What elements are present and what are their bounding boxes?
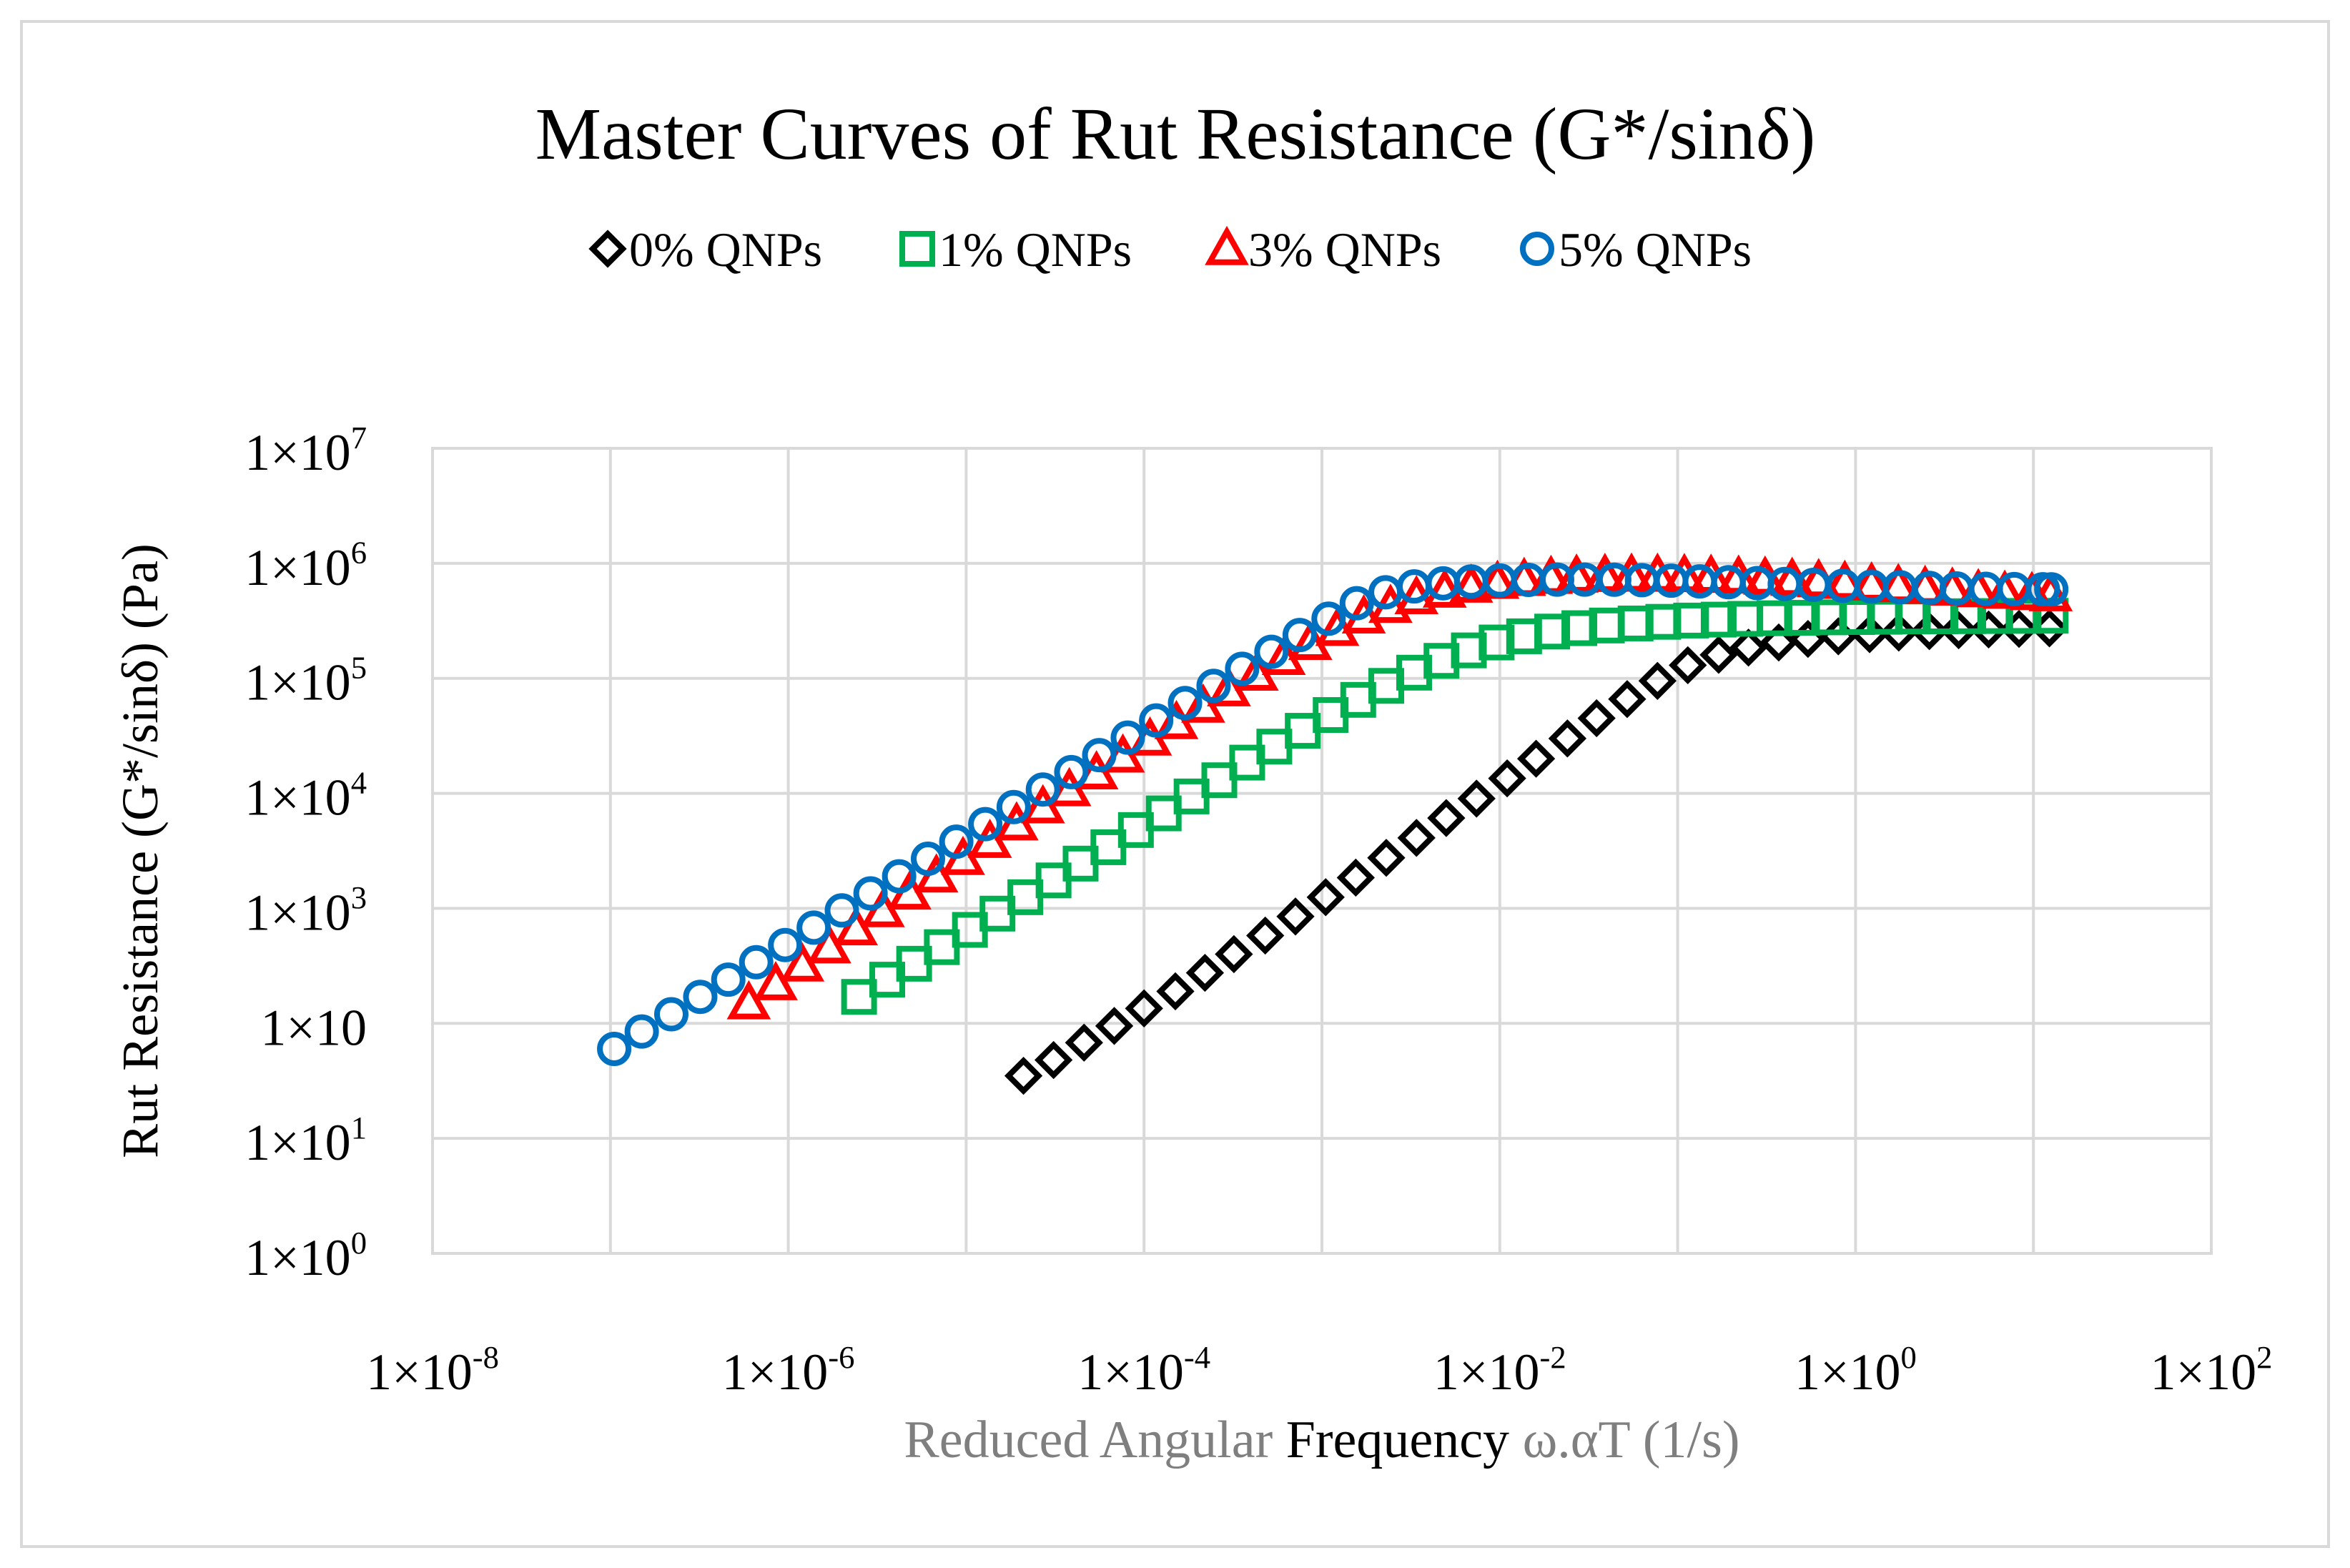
chart-title: Master Curves of Rut Resistance (G*/sinδ… <box>535 93 1816 175</box>
data-point <box>1448 563 1494 603</box>
data-point <box>1110 720 1145 755</box>
x-tick-label: 1×100 <box>1794 1339 1917 1401</box>
data-point <box>834 906 879 946</box>
data-point <box>1139 703 1174 738</box>
data-point <box>1577 699 1616 738</box>
x-tick-label: 1×10-8 <box>366 1339 499 1401</box>
y-tick-label: 1×106 <box>245 535 367 596</box>
data-point <box>1306 878 1345 917</box>
data-point <box>739 945 774 980</box>
data-point <box>1910 612 1949 651</box>
data-point <box>796 910 831 945</box>
y-tick-label: 1×104 <box>245 764 367 826</box>
data-point <box>1638 661 1677 700</box>
data-point <box>882 859 917 894</box>
data-point <box>1215 935 1253 974</box>
series-0 <box>1004 609 2069 1095</box>
data-point <box>1983 569 2027 609</box>
data-point <box>653 997 688 1032</box>
series-1 <box>841 598 2069 1015</box>
data-point <box>1125 989 1163 1027</box>
legend-label: 5% QNPs <box>1559 222 1752 277</box>
data-point <box>996 789 1031 824</box>
data-point <box>754 961 798 1000</box>
legend-marker <box>588 230 627 268</box>
data-point <box>1156 972 1195 1011</box>
data-point <box>597 1031 632 1066</box>
chart-frame: Master Curves of Rut Resistance (G*/sinδ… <box>20 20 2330 1548</box>
data-point <box>1880 613 1918 652</box>
data-point <box>711 962 746 997</box>
data-point <box>1065 1023 1103 1062</box>
data-point <box>1282 618 1317 653</box>
chart-svg: Master Curves of Rut Resistance (G*/sinδ… <box>112 93 2273 1469</box>
x-tick-label: 1×10-2 <box>1433 1339 1566 1401</box>
data-point <box>1054 754 1089 789</box>
legend-marker <box>1520 232 1554 266</box>
data-point <box>1699 636 1738 674</box>
data-point <box>1225 651 1260 686</box>
data-point <box>1516 739 1556 778</box>
data-point <box>1254 634 1289 669</box>
data-point <box>1939 611 1978 650</box>
y-tick-label: 1×10 <box>260 999 367 1056</box>
data-point <box>1367 839 1406 877</box>
data-point <box>1608 680 1647 719</box>
data-point <box>1397 819 1436 857</box>
legend-label: 0% QNPs <box>629 222 822 277</box>
data-point <box>853 876 888 911</box>
data-point <box>968 807 1003 842</box>
series-3 <box>597 562 2069 1066</box>
legend-marker <box>899 231 935 267</box>
data-point <box>824 893 859 928</box>
y-tick-label: 1×101 <box>245 1110 367 1171</box>
data-point <box>910 842 945 877</box>
data-point <box>1167 686 1203 721</box>
data-point <box>1025 772 1060 807</box>
data-point <box>1700 601 1737 638</box>
x-tick-label: 1×102 <box>2151 1339 2273 1401</box>
data-point <box>1457 779 1496 818</box>
data-point <box>1196 669 1231 704</box>
legend-label: 3% QNPs <box>1248 222 1441 277</box>
data-point <box>683 980 718 1015</box>
data-point <box>939 824 974 859</box>
data-point <box>1819 617 1857 656</box>
data-point <box>726 980 771 1020</box>
data-point <box>768 927 803 962</box>
data-point <box>1849 561 1894 601</box>
data-point <box>1669 646 1707 685</box>
data-point <box>1548 719 1587 758</box>
x-tick-label: 1×10-4 <box>1077 1339 1210 1401</box>
data-point <box>1185 953 1225 992</box>
legend-label: 1% QNPs <box>939 222 1132 277</box>
data-point <box>1246 916 1285 955</box>
data-point <box>1311 601 1346 636</box>
data-point <box>624 1014 659 1049</box>
data-point <box>1784 600 1820 636</box>
data-point <box>1488 759 1526 798</box>
y-tick-label: 1×100 <box>245 1225 367 1286</box>
data-point <box>1759 623 1798 662</box>
data-point <box>1095 1007 1134 1045</box>
data-point <box>1034 1040 1073 1080</box>
y-tick-label: 1×105 <box>245 649 367 711</box>
data-point <box>1082 738 1117 773</box>
y-axis-label: Rut Resistance (G*/sinδ) (Pa) <box>112 543 169 1158</box>
x-axis-label: Reduced Angular Frequency ω.αT (1/s) <box>904 1411 1739 1469</box>
data-point <box>1729 628 1768 667</box>
x-tick-label: 1×10-6 <box>722 1339 855 1401</box>
data-point <box>2034 572 2069 607</box>
data-point <box>1336 858 1376 897</box>
data-point <box>1339 586 1374 621</box>
y-tick-label: 1×103 <box>245 879 367 941</box>
data-point <box>1276 897 1315 936</box>
data-point <box>1004 1056 1043 1095</box>
y-tick-label: 1×107 <box>245 420 367 481</box>
data-point <box>1534 613 1571 650</box>
data-point <box>1427 799 1466 837</box>
legend-marker <box>1205 225 1249 265</box>
